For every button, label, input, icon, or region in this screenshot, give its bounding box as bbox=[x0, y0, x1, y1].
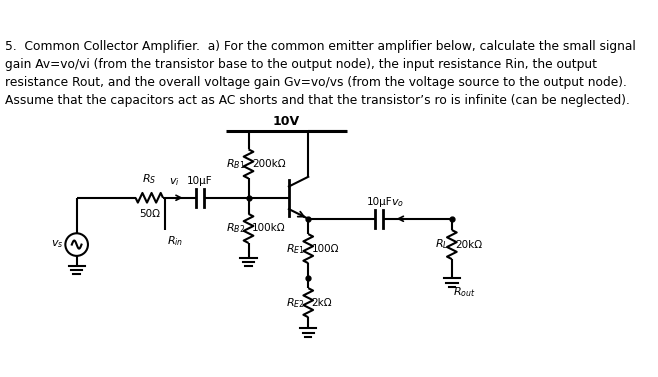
Text: 50Ω: 50Ω bbox=[139, 209, 160, 219]
Text: 2kΩ: 2kΩ bbox=[311, 298, 332, 308]
Text: 20kΩ: 20kΩ bbox=[455, 239, 482, 250]
Text: 100Ω: 100Ω bbox=[311, 244, 339, 254]
Text: $R_{B1}$: $R_{B1}$ bbox=[226, 157, 245, 171]
Text: 10μF: 10μF bbox=[188, 176, 213, 187]
Text: $R_{E2}$: $R_{E2}$ bbox=[286, 296, 305, 310]
Text: 200kΩ: 200kΩ bbox=[252, 159, 286, 169]
Text: $R_{in}$: $R_{in}$ bbox=[167, 234, 184, 248]
Text: 5.  Common Collector Amplifier.  a) For the common emitter amplifier below, calc: 5. Common Collector Amplifier. a) For th… bbox=[5, 40, 636, 107]
Text: 10μF: 10μF bbox=[367, 198, 392, 207]
Text: $R_L$: $R_L$ bbox=[435, 238, 449, 251]
Text: $R_{out}$: $R_{out}$ bbox=[453, 285, 476, 299]
Text: 10V: 10V bbox=[273, 115, 300, 129]
Text: $R_{B2}$: $R_{B2}$ bbox=[226, 222, 245, 235]
Text: $R_S$: $R_S$ bbox=[142, 173, 157, 187]
Text: 100kΩ: 100kΩ bbox=[252, 224, 286, 233]
Text: $v_s$: $v_s$ bbox=[51, 239, 64, 250]
Text: $v_o$: $v_o$ bbox=[391, 197, 403, 209]
Text: $R_{E1}$: $R_{E1}$ bbox=[286, 242, 305, 256]
Text: $v_i$: $v_i$ bbox=[170, 176, 180, 188]
